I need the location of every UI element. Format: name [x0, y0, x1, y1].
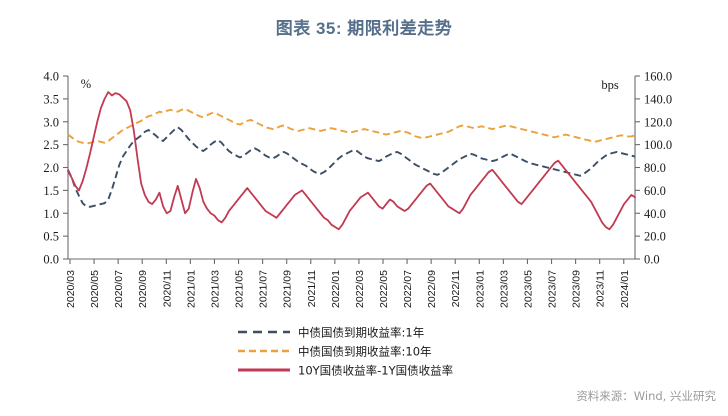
svg-text:1.0: 1.0 — [43, 207, 59, 221]
x-tick-label: 2020/05 — [89, 270, 101, 308]
svg-text:120.0: 120.0 — [644, 115, 672, 129]
x-tick-label: 2020/09 — [137, 270, 149, 308]
x-tick-label: 2023/07 — [547, 270, 559, 308]
svg-text:80.0: 80.0 — [644, 161, 666, 175]
svg-text:0.0: 0.0 — [43, 253, 59, 267]
x-tick-label: 2021/09 — [282, 270, 294, 308]
plot-series — [67, 91, 636, 231]
series-line — [67, 126, 636, 208]
series-line — [67, 107, 636, 145]
svg-text:3.0: 3.0 — [43, 115, 59, 129]
x-tick-label: 2020/11 — [161, 270, 173, 307]
svg-text:2.0: 2.0 — [43, 161, 59, 175]
x-tick-label: 2021/07 — [258, 270, 270, 308]
x-tick-label: 2021/11 — [306, 270, 318, 307]
plot-xticks: 2020/03 2020/05 2020/07 2020/09 2020/11 2021/… — [65, 259, 631, 308]
series-line — [67, 91, 636, 231]
chart-title: 图表 35: 期限利差走势 — [275, 19, 453, 38]
x-tick-label: 2022/11 — [450, 270, 462, 307]
x-tick-label: 2023/11 — [595, 270, 607, 307]
x-tick-label: 2021/01 — [185, 270, 197, 308]
svg-text:0.5: 0.5 — [43, 230, 59, 244]
svg-text:100.0: 100.0 — [644, 138, 672, 152]
x-tick-label: 2022/07 — [402, 270, 414, 308]
left-axis-unit: % — [81, 77, 91, 91]
x-tick-label: 2023/05 — [522, 270, 534, 308]
x-tick-label: 2020/03 — [65, 270, 77, 308]
svg-text:20.0: 20.0 — [644, 230, 666, 244]
right-axis-unit: bps — [601, 78, 619, 92]
x-tick-label: 2023/03 — [498, 270, 510, 308]
svg-text:4.0: 4.0 — [43, 70, 59, 84]
x-tick-label: 2022/05 — [378, 270, 390, 308]
x-tick-label: 2023/09 — [571, 270, 583, 308]
x-tick-label: 2021/03 — [209, 270, 221, 308]
svg-text:2.5: 2.5 — [43, 138, 59, 152]
svg-text:3.5: 3.5 — [43, 92, 59, 106]
svg-text:160.0: 160.0 — [644, 70, 672, 84]
x-tick-label: 2022/09 — [426, 270, 438, 308]
legend-label: 中债国债到期收益率:1年 — [298, 326, 424, 340]
x-tick-label: 2022/03 — [354, 270, 366, 308]
plot-axes: 0.0 0.5 1.0 1.5 2.0 2.5 3.0 3.5 4.0 0.0 20.0 40.0 60… — [43, 70, 672, 267]
x-tick-label: 2024/01 — [619, 270, 631, 308]
source-note: 资料来源：Wind, 兴业研究 — [576, 389, 716, 403]
x-tick-label: 2023/01 — [474, 270, 486, 308]
svg-text:0.0: 0.0 — [644, 253, 660, 267]
legend-label: 10Y国债收益率-1Y国债收益率 — [298, 364, 453, 378]
svg-text:40.0: 40.0 — [644, 207, 666, 221]
x-tick-label: 2022/01 — [330, 270, 342, 308]
svg-text:1.5: 1.5 — [43, 184, 59, 198]
legend-label: 中债国债到期收益率:10年 — [298, 345, 432, 359]
x-tick-label: 2021/05 — [234, 270, 246, 308]
x-tick-label: 2020/07 — [113, 270, 125, 308]
svg-text:60.0: 60.0 — [644, 184, 666, 198]
svg-text:140.0: 140.0 — [644, 92, 672, 106]
